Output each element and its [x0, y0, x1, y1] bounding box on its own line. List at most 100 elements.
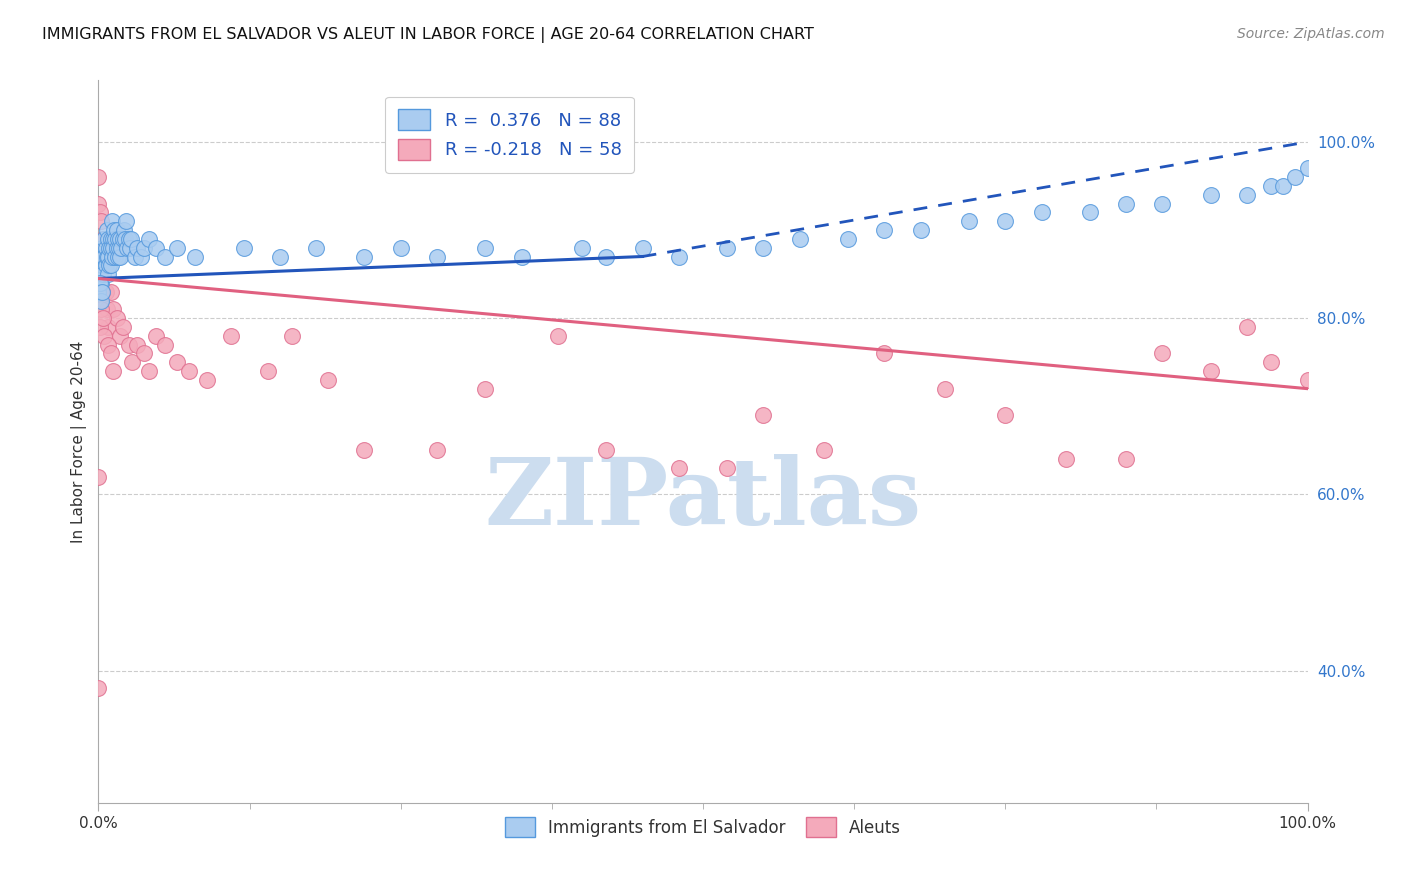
Point [1152, 196, 1174, 211]
Point [837, 232, 859, 246]
Point [91, 285, 114, 299]
Point [910, 223, 932, 237]
Point [111, 320, 134, 334]
Point [1260, 179, 1282, 194]
Point [115, 214, 138, 228]
Point [93, 232, 115, 246]
Point [87, 196, 110, 211]
Point [813, 443, 835, 458]
Point [97, 337, 120, 351]
Point [1296, 373, 1319, 387]
Point [510, 250, 533, 264]
Point [91, 258, 114, 272]
Point [474, 241, 496, 255]
Point [752, 408, 775, 422]
Text: Source: ZipAtlas.com: Source: ZipAtlas.com [1237, 27, 1385, 41]
Point [1284, 170, 1306, 185]
Point [547, 328, 569, 343]
Point [90, 293, 112, 308]
Point [90, 214, 112, 228]
Point [91, 241, 114, 255]
Point [668, 250, 690, 264]
Point [100, 214, 122, 228]
Point [91, 250, 114, 264]
Point [118, 337, 141, 351]
Point [114, 232, 136, 246]
Point [1199, 187, 1222, 202]
Point [89, 267, 111, 281]
Point [1236, 320, 1258, 334]
Point [100, 250, 122, 264]
Point [105, 311, 128, 326]
Point [94, 241, 117, 255]
Point [104, 232, 127, 246]
Point [166, 241, 188, 255]
Point [97, 250, 120, 264]
Point [353, 443, 375, 458]
Point [87, 285, 110, 299]
Point [98, 241, 121, 255]
Point [97, 232, 120, 246]
Point [89, 205, 111, 219]
Point [87, 681, 110, 696]
Point [994, 408, 1017, 422]
Point [108, 232, 131, 246]
Point [221, 328, 243, 343]
Point [316, 373, 339, 387]
Point [184, 250, 207, 264]
Point [1260, 355, 1282, 369]
Point [93, 241, 115, 255]
Point [1296, 161, 1319, 176]
Point [117, 241, 139, 255]
Point [90, 250, 112, 264]
Point [91, 311, 114, 326]
Point [1236, 187, 1258, 202]
Point [873, 223, 896, 237]
Point [100, 258, 122, 272]
Point [121, 355, 143, 369]
Point [934, 382, 956, 396]
Point [595, 443, 617, 458]
Point [98, 258, 121, 272]
Legend: Immigrants from El Salvador, Aleuts: Immigrants from El Salvador, Aleuts [496, 809, 910, 845]
Point [100, 232, 122, 246]
Point [232, 241, 254, 255]
Point [1152, 346, 1174, 360]
Point [179, 364, 201, 378]
Point [1272, 179, 1295, 194]
Point [103, 223, 125, 237]
Point [595, 250, 617, 264]
Point [124, 250, 146, 264]
Text: ZIPatlas: ZIPatlas [485, 454, 921, 544]
Point [89, 320, 111, 334]
Point [87, 170, 110, 185]
Point [1078, 205, 1101, 219]
Point [89, 276, 111, 290]
Point [138, 364, 160, 378]
Point [716, 241, 738, 255]
Point [389, 241, 412, 255]
Point [716, 461, 738, 475]
Point [91, 267, 114, 281]
Point [305, 241, 328, 255]
Point [91, 250, 114, 264]
Point [138, 232, 160, 246]
Point [1115, 196, 1137, 211]
Point [90, 302, 112, 317]
Point [668, 461, 690, 475]
Point [957, 214, 980, 228]
Point [94, 285, 117, 299]
Point [91, 285, 114, 299]
Point [91, 232, 114, 246]
Point [134, 346, 156, 360]
Point [134, 241, 156, 255]
Point [873, 346, 896, 360]
Point [118, 232, 141, 246]
Point [353, 250, 375, 264]
Point [97, 320, 120, 334]
Point [752, 241, 775, 255]
Point [107, 250, 129, 264]
Point [426, 443, 449, 458]
Point [100, 241, 122, 255]
Point [127, 337, 149, 351]
